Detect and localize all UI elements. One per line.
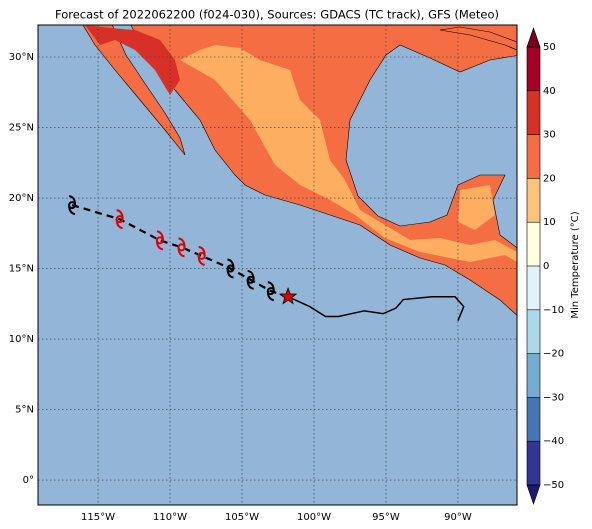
y-tick-label: 15°N [9, 264, 34, 275]
colorbar-tick-label: 10 [543, 217, 556, 228]
colorbar-label: Min Temperature (°C) [570, 211, 581, 318]
map-frame [37, 24, 518, 506]
colorbar-extend-high [526, 27, 541, 48]
x-tick-label: 110°W [153, 512, 187, 523]
x-tick-label: 115°W [81, 512, 115, 523]
colorbar-tick-label: 20 [543, 173, 556, 184]
x-tick-label: 90°W [444, 512, 472, 523]
colorbar-bin [527, 441, 540, 485]
storm-symbol [197, 245, 206, 266]
colorbar-tick-label: 30 [543, 130, 556, 141]
x-tick-label: 100°W [297, 512, 331, 523]
x-tick-label: 105°W [225, 512, 259, 523]
colorbar-extend-low [526, 484, 541, 505]
forecast-track [71, 204, 289, 298]
colorbar-tick-label: 50 [543, 42, 556, 53]
storm-arm [197, 245, 206, 266]
colorbar-tick-label: −50 [543, 480, 564, 491]
storm-arm [177, 237, 186, 258]
storm-symbol [115, 209, 124, 230]
storm-arm [155, 230, 164, 251]
colorbar-bin [527, 47, 540, 91]
warm-zone [180, 45, 517, 262]
storm-symbol [177, 237, 186, 258]
hot-zone [85, 25, 180, 95]
y-tick-label: 5°N [15, 405, 34, 416]
storm-arm [68, 195, 77, 216]
storm-arm [115, 209, 124, 230]
colorbar-tick-label: 40 [543, 86, 556, 97]
colorbar-bin [527, 222, 540, 266]
storm-symbol [155, 230, 164, 251]
colorbar-tick-label: −30 [543, 392, 564, 403]
storm-symbol [246, 269, 255, 290]
cuba [439, 26, 517, 51]
colorbar-bin [527, 178, 540, 223]
colorbar-tick-label: −10 [543, 305, 564, 316]
y-tick-label: 20°N [9, 193, 34, 204]
storm-symbol [226, 258, 235, 279]
colorbar-tick-label: −20 [543, 349, 564, 360]
colorbar-bin [527, 353, 540, 398]
storm-symbol [266, 281, 275, 302]
colorbar-tick-label: 0 [543, 261, 549, 272]
y-tick-label: 25°N [9, 123, 34, 134]
y-tick-label: 10°N [9, 334, 34, 345]
colorbar-bin [527, 266, 540, 310]
storm-arm [246, 269, 255, 290]
colorbar-tick-label: −40 [543, 436, 564, 447]
colorbar-bin [527, 397, 540, 442]
observed-track [287, 295, 465, 321]
y-tick-label: 30°N [9, 52, 34, 63]
yucatan-warm [458, 185, 495, 230]
storm-arm [266, 281, 275, 302]
x-tick-label: 95°W [372, 512, 400, 523]
current-position [278, 287, 298, 305]
storm-arm [226, 258, 235, 279]
colorbar-bin [527, 134, 540, 179]
storm-symbol [68, 195, 77, 216]
colorbar-bin [527, 90, 540, 135]
map-title: Forecast of 2022062200 (f024-030), Sourc… [55, 8, 499, 22]
baja-california [82, 25, 186, 156]
y-tick-label: 0° [23, 475, 34, 486]
land [82, 25, 517, 316]
colorbar-bin [527, 309, 540, 354]
